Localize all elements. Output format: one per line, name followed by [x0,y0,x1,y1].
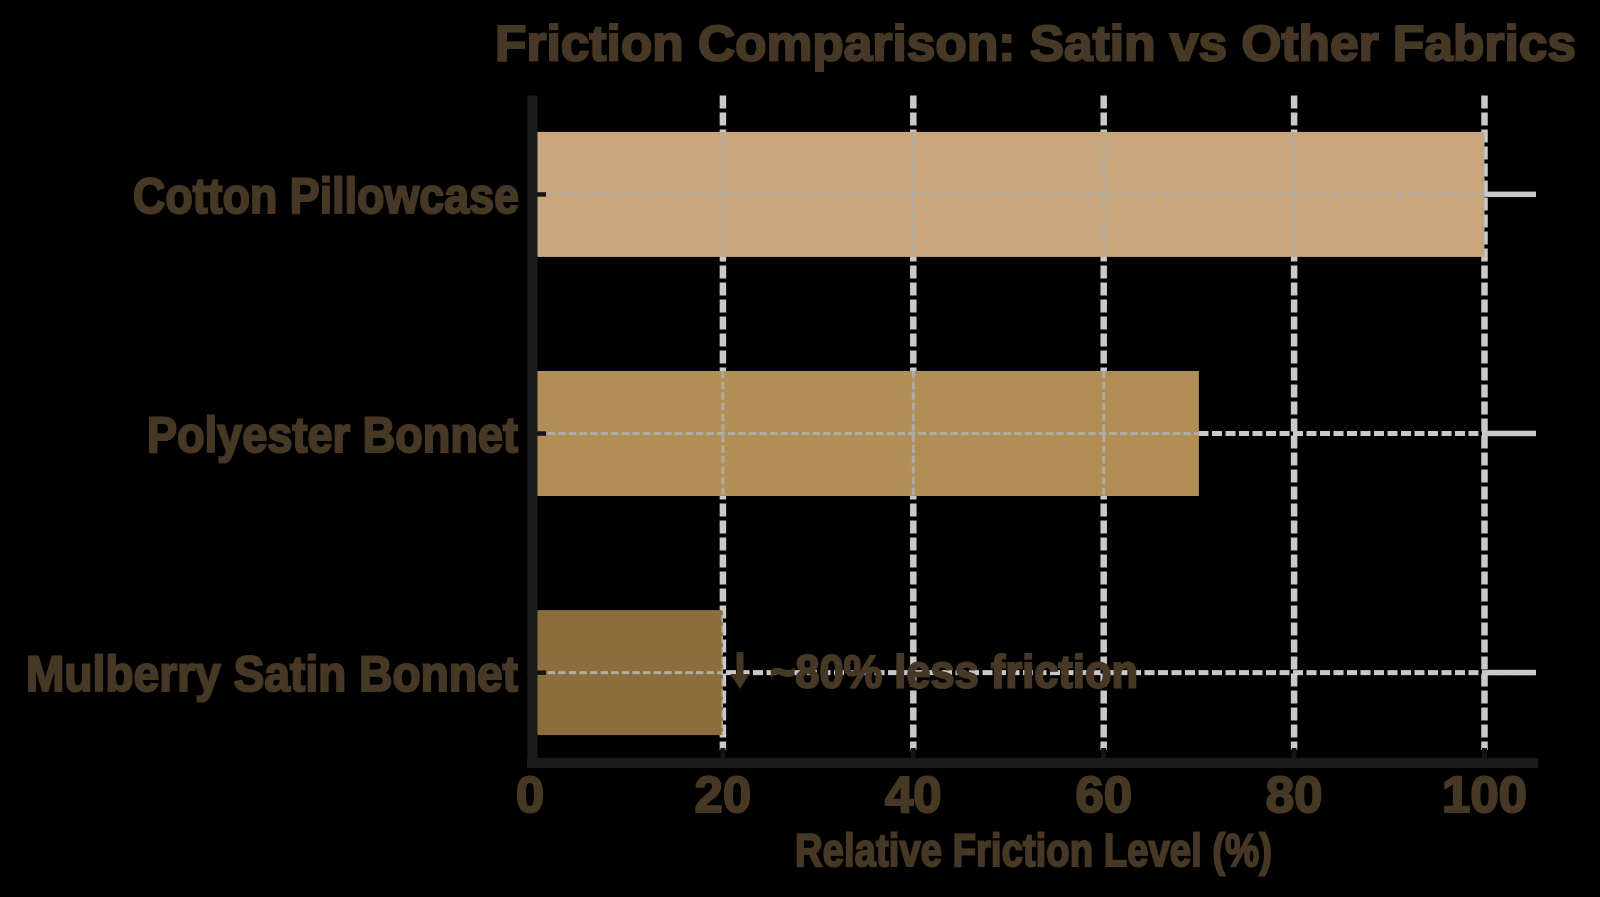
svg-text:Friction Comparison: Satin vs: Friction Comparison: Satin vs Other Fabr… [495,16,1576,72]
svg-text:100: 100 [1442,766,1527,823]
svg-text:Mulberry Satin Bonnet: Mulberry Satin Bonnet [26,646,518,702]
svg-text:Polyester Bonnet: Polyester Bonnet [147,407,518,463]
svg-text:20: 20 [695,766,752,823]
svg-text:40: 40 [885,766,942,823]
svg-text:60: 60 [1075,766,1132,823]
svg-text:Relative Friction Level (%): Relative Friction Level (%) [795,824,1272,876]
svg-text:Cotton Pillowcase: Cotton Pillowcase [133,168,519,224]
svg-text:80: 80 [1266,766,1323,823]
svg-text:0: 0 [516,766,544,823]
svg-text:~80% less friction: ~80% less friction [770,646,1138,698]
